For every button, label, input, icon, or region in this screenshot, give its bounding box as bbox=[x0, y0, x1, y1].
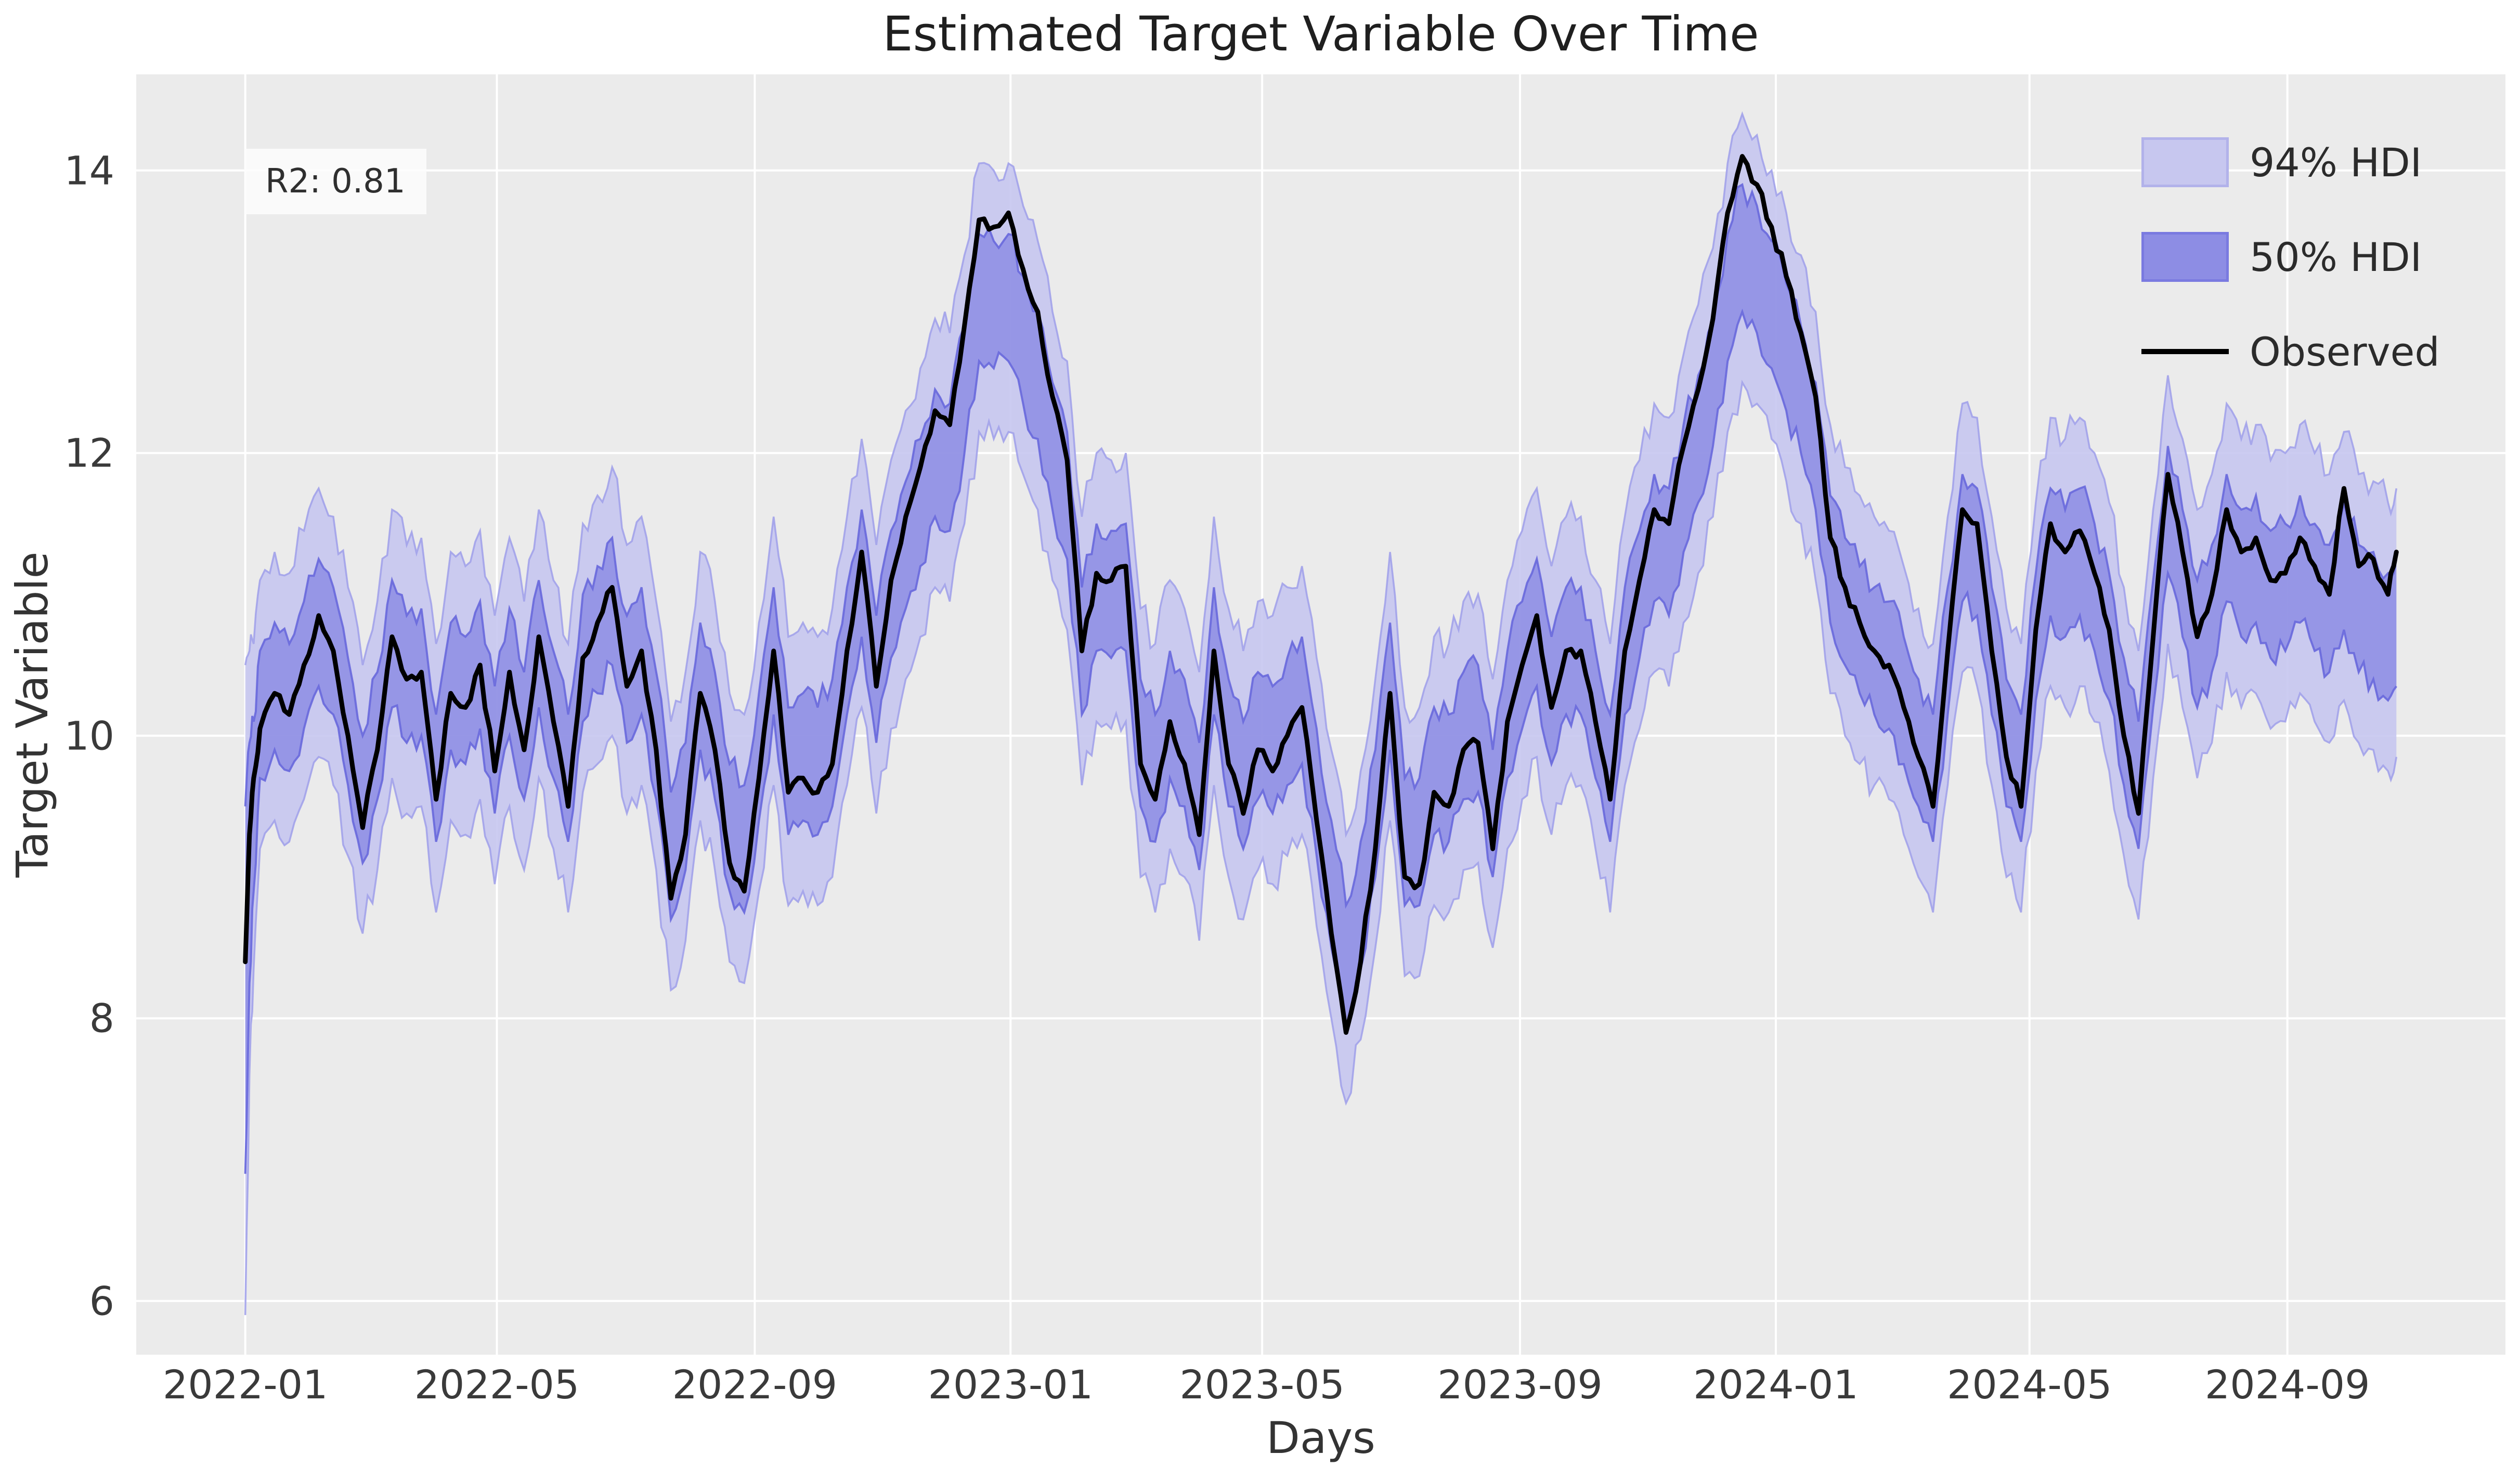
legend-item-hdi94: 94% HDI bbox=[2141, 131, 2440, 193]
legend: 94% HDI 50% HDI Observed bbox=[2141, 131, 2440, 383]
legend-label: 94% HDI bbox=[2250, 139, 2422, 186]
hdi-bands bbox=[244, 111, 2398, 1315]
legend-label: 50% HDI bbox=[2250, 233, 2422, 280]
hdi94-upper-edge bbox=[244, 111, 2398, 838]
observed-line bbox=[243, 154, 2399, 1035]
x-tick-label: 2024-01 bbox=[1693, 1361, 1859, 1408]
hdi94-swatch-icon bbox=[2141, 137, 2229, 187]
page-title: Estimated Target Variable Over Time bbox=[882, 6, 1759, 62]
x-tick-label: 2022-05 bbox=[414, 1361, 580, 1408]
observed-line-swatch-icon bbox=[2141, 349, 2229, 354]
observed-series bbox=[243, 154, 2399, 1035]
r2-annotation: R2: 0.81 bbox=[244, 149, 426, 214]
x-tick-label: 2024-05 bbox=[1946, 1361, 2112, 1408]
y-tick-label: 14 bbox=[64, 147, 114, 194]
hdi50-upper-edge bbox=[244, 183, 2398, 909]
x-tick-label: 2023-05 bbox=[1179, 1361, 1345, 1408]
y-tick-label: 12 bbox=[64, 430, 114, 476]
x-axis-label: Days bbox=[1266, 1412, 1375, 1463]
x-tick-label: 2024-09 bbox=[2204, 1361, 2370, 1408]
y-tick-label: 6 bbox=[89, 1278, 114, 1325]
y-tick-label: 10 bbox=[64, 712, 114, 759]
legend-item-hdi50: 50% HDI bbox=[2141, 226, 2440, 288]
plot-area bbox=[136, 74, 2505, 1355]
y-axis-label: Target Variable bbox=[7, 551, 58, 878]
legend-label: Observed bbox=[2250, 328, 2440, 375]
hdi94-band bbox=[245, 114, 2397, 1315]
x-tick-label: 2022-01 bbox=[162, 1361, 328, 1408]
x-tick-label: 2022-09 bbox=[672, 1361, 838, 1408]
hdi50-swatch-icon bbox=[2141, 232, 2229, 282]
hdi50-lower-edge bbox=[244, 308, 2397, 1174]
hdi94-lower-edge bbox=[244, 380, 2398, 1315]
x-tick-label: 2023-01 bbox=[928, 1361, 1094, 1408]
x-tick-label: 2023-09 bbox=[1437, 1361, 1603, 1408]
y-tick-label: 8 bbox=[89, 995, 114, 1042]
legend-item-observed: Observed bbox=[2141, 320, 2440, 383]
